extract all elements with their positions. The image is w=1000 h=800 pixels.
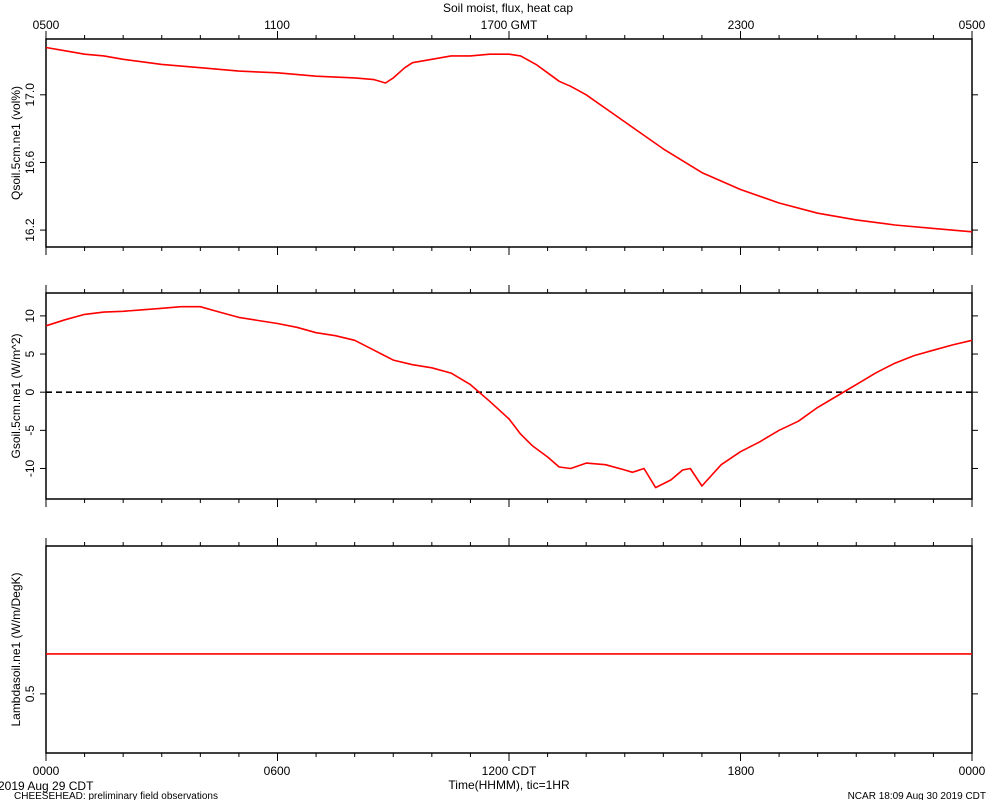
top-tick-label: 0500	[33, 18, 60, 32]
bottom-tick-label: 0600	[264, 764, 291, 778]
y-tick-label: 16.2	[23, 218, 37, 242]
top-tick-label: 1700 GMT	[481, 18, 538, 32]
footer-date: 2019 Aug 29 CDT	[0, 779, 94, 793]
top-tick-label: 1100	[264, 18, 290, 32]
y-tick-label: 17.0	[23, 83, 37, 107]
footer-credit: NCAR 18:09 Aug 30 2019 CDT	[848, 791, 986, 800]
y-tick-label: 16.6	[23, 150, 37, 174]
footer-note: CHEESEHEAD: preliminary field observatio…	[14, 791, 218, 800]
y-tick-label: -5	[23, 425, 37, 436]
bottom-axis-tick-labels: 0000 0600 1200 CDT 1800 0000	[33, 764, 986, 778]
y-axis-label: Gsoil.5cm.ne1 (W/m^2)	[9, 334, 23, 459]
bottom-tick-label: 1200 CDT	[482, 764, 537, 778]
bottom-tick-label: 0000	[33, 764, 60, 778]
y-tick-label: -10	[23, 459, 37, 477]
plot-frame	[45, 292, 973, 500]
y-tick-label: 5	[23, 350, 37, 357]
y-tick-label: 0.5	[23, 685, 37, 702]
chart-title: Soil moist, flux, heat cap	[443, 1, 573, 15]
x-axis-label: Time(HHMM), tic=1HR	[448, 778, 570, 792]
y-tick-label: 0	[23, 389, 37, 396]
series-line-soil-moisture	[45, 46, 973, 233]
y-axis-label: Lambdasoil.ne1 (W/m/DegK)	[9, 572, 23, 726]
top-tick-label: 2300	[728, 18, 755, 32]
top-axis-tick-labels: 0500 1100 1700 GMT 2300 0500	[33, 18, 986, 32]
y-tick-label: 10	[23, 309, 37, 323]
series-line-soil-heat-flux	[45, 305, 973, 489]
plot-frame	[45, 545, 973, 754]
top-tick-label: 0500	[959, 18, 986, 32]
bottom-tick-label: 1800	[728, 764, 755, 778]
bottom-tick-label: 0000	[959, 764, 986, 778]
y-axis-label: Qsoil.5cm.ne1 (vol%)	[9, 86, 23, 200]
